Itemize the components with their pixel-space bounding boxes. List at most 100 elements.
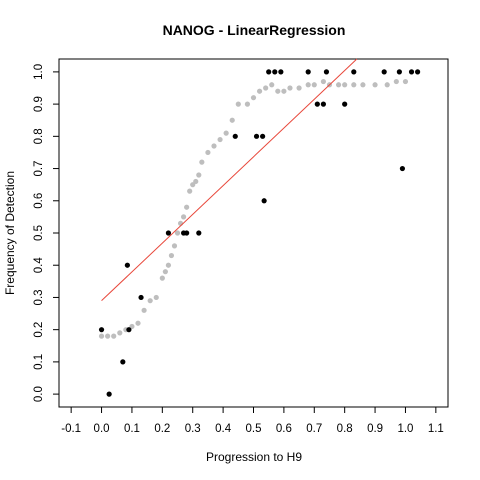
observed-point bbox=[165, 230, 172, 236]
observed-point bbox=[351, 69, 357, 75]
y-tick-label: 0.1 bbox=[33, 354, 45, 370]
smoothed-point bbox=[159, 275, 165, 281]
smoothed-point bbox=[117, 330, 123, 336]
smoothed-point bbox=[402, 78, 409, 85]
smoothed-point bbox=[211, 143, 217, 149]
y-tick-label: 0.6 bbox=[33, 193, 45, 209]
observed-point bbox=[106, 391, 112, 397]
smoothed-point bbox=[342, 82, 348, 88]
observed-point bbox=[381, 69, 387, 75]
smoothed-point bbox=[111, 333, 117, 339]
smoothed-point bbox=[193, 178, 199, 185]
smoothed-point bbox=[250, 95, 257, 101]
smoothed-point bbox=[256, 88, 263, 94]
smoothed-point bbox=[105, 333, 111, 339]
observed-point bbox=[408, 69, 415, 75]
x-tick-label: 1.1 bbox=[428, 423, 444, 435]
y-tick-label: 0.0 bbox=[33, 386, 45, 402]
smoothed-point bbox=[244, 101, 251, 107]
smoothed-point bbox=[229, 117, 235, 123]
smoothed-point bbox=[360, 82, 366, 88]
smoothed-point bbox=[184, 204, 190, 210]
observed-point bbox=[120, 359, 126, 365]
smoothed-point bbox=[135, 320, 141, 326]
observed-point bbox=[278, 69, 284, 75]
smoothed-point bbox=[181, 214, 187, 220]
smoothed-point bbox=[372, 82, 378, 88]
observed-point bbox=[342, 101, 348, 107]
smoothed-point bbox=[235, 101, 241, 107]
smoothed-series bbox=[98, 78, 409, 339]
observed-point bbox=[126, 327, 132, 333]
observed-point bbox=[138, 294, 144, 301]
smoothed-point bbox=[275, 88, 281, 94]
observed-point bbox=[396, 69, 402, 75]
y-tick-label: 0.9 bbox=[33, 96, 45, 112]
smoothed-point bbox=[162, 269, 168, 275]
observed-point bbox=[232, 133, 238, 139]
smoothed-point bbox=[269, 82, 275, 88]
smoothed-point bbox=[196, 172, 202, 178]
smoothed-point bbox=[320, 78, 326, 85]
smoothed-point bbox=[187, 188, 193, 194]
x-tick-label: 0.3 bbox=[185, 423, 201, 435]
x-tick-label: 0.2 bbox=[154, 423, 170, 435]
x-tick-label: 0.0 bbox=[94, 423, 110, 435]
smoothed-point bbox=[311, 82, 317, 88]
y-tick-label: 1.0 bbox=[33, 64, 45, 80]
observed-point bbox=[415, 69, 421, 75]
smoothed-point bbox=[199, 159, 205, 165]
x-tick-label: -0.1 bbox=[61, 423, 81, 435]
smoothed-point bbox=[168, 252, 175, 259]
observed-point bbox=[261, 198, 267, 204]
smoothed-point bbox=[393, 78, 399, 85]
x-tick-label: 0.9 bbox=[367, 423, 383, 435]
x-tick-label: 0.1 bbox=[124, 423, 140, 435]
y-tick-label: 0.4 bbox=[33, 257, 45, 274]
smoothed-point bbox=[98, 333, 105, 339]
observed-point bbox=[253, 133, 260, 139]
y-axis-label: Frequency of Detection bbox=[3, 171, 17, 295]
smoothed-point bbox=[223, 130, 229, 136]
smoothed-point bbox=[217, 136, 223, 143]
x-tick-label: 0.8 bbox=[337, 423, 353, 435]
y-tick-label: 0.7 bbox=[33, 161, 45, 177]
smoothed-point bbox=[335, 82, 342, 88]
observed-series bbox=[98, 69, 421, 397]
smoothed-point bbox=[305, 82, 311, 88]
smoothed-point bbox=[171, 243, 178, 249]
observed-point bbox=[184, 230, 190, 236]
regression-line bbox=[101, 58, 358, 302]
smoothed-point bbox=[153, 294, 159, 301]
observed-point bbox=[272, 69, 278, 75]
x-tick-label: 0.4 bbox=[215, 423, 232, 435]
observed-point bbox=[323, 69, 330, 75]
smoothed-point bbox=[205, 149, 211, 156]
observed-point bbox=[98, 327, 105, 333]
observed-point bbox=[196, 230, 202, 236]
smoothed-point bbox=[287, 85, 293, 91]
observed-point bbox=[124, 262, 130, 268]
observed-point bbox=[314, 101, 320, 107]
smoothed-point bbox=[165, 262, 172, 268]
smoothed-point bbox=[174, 230, 181, 236]
x-tick-label: 0.6 bbox=[276, 423, 292, 435]
observed-point bbox=[266, 69, 272, 75]
x-axis: -0.1 0.0 0.1 0.2 0.3 0.4 0.5 0.6 0.7 0.8 0.9 1.0 1.1 bbox=[61, 407, 444, 435]
smoothed-point bbox=[263, 85, 269, 91]
observed-point bbox=[320, 101, 326, 107]
x-tick-label: 0.7 bbox=[306, 423, 322, 435]
observed-point bbox=[305, 69, 311, 75]
observed-point bbox=[399, 165, 406, 172]
chart-title: NANOG - LinearRegression bbox=[163, 22, 346, 38]
y-axis: 0.0 0.1 0.2 0.3 0.4 0.5 0.6 0.7 0.8 0.9 1.0 bbox=[33, 64, 59, 402]
y-tick-label: 0.2 bbox=[33, 322, 45, 338]
smoothed-point bbox=[384, 82, 390, 88]
smoothed-point bbox=[141, 307, 147, 313]
smoothed-point bbox=[281, 88, 287, 94]
smoothed-point bbox=[177, 220, 184, 226]
smoothed-point bbox=[296, 85, 302, 91]
x-tick-label: 0.5 bbox=[246, 423, 262, 435]
y-tick-label: 0.5 bbox=[33, 225, 45, 241]
